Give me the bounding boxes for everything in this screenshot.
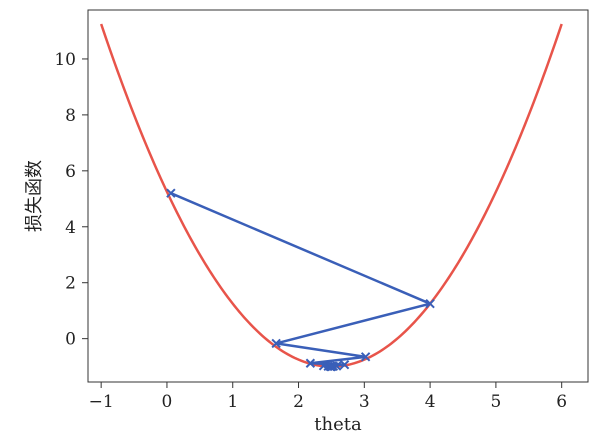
- y-tick-label: 4: [65, 218, 76, 238]
- x-tick-label: 1: [227, 392, 238, 412]
- x-tick-label: 3: [359, 392, 370, 412]
- descent-path-line: [170, 192, 432, 368]
- loss-curve: [99, 23, 563, 368]
- y-axis-label: 损失函数: [24, 160, 45, 232]
- y-tick-label: 2: [65, 274, 76, 294]
- y-tick-label: 8: [65, 106, 76, 126]
- y-tick-label: 6: [65, 162, 76, 182]
- descent-point-marker: [305, 358, 316, 368]
- descent-point-marker: [339, 359, 350, 370]
- x-tick-label: 0: [162, 392, 173, 412]
- descent-point-marker: [425, 298, 435, 309]
- descent-point-marker: [326, 361, 337, 372]
- descent-point-marker: [360, 352, 371, 362]
- x-axis-ticks: −1 0 1 2 3 4 5 6: [89, 382, 567, 412]
- x-tick-label: 5: [490, 392, 501, 412]
- plot-frame: [87, 9, 589, 383]
- loss-curve-layer: [99, 23, 563, 368]
- descent-point-marker: [271, 338, 281, 349]
- x-tick-label: 6: [556, 392, 567, 412]
- descent-path-layer: [166, 188, 435, 372]
- y-tick-label: 0: [65, 330, 76, 350]
- x-tick-label: 4: [425, 392, 436, 412]
- y-tick-label: 10: [54, 50, 76, 70]
- descent-point-marker: [166, 188, 176, 198]
- y-axis-ticks: 0 2 4 6 8 10: [54, 50, 88, 350]
- x-axis-label: theta: [314, 414, 362, 435]
- x-tick-label: −1: [89, 392, 114, 412]
- x-tick-label: 2: [293, 392, 304, 412]
